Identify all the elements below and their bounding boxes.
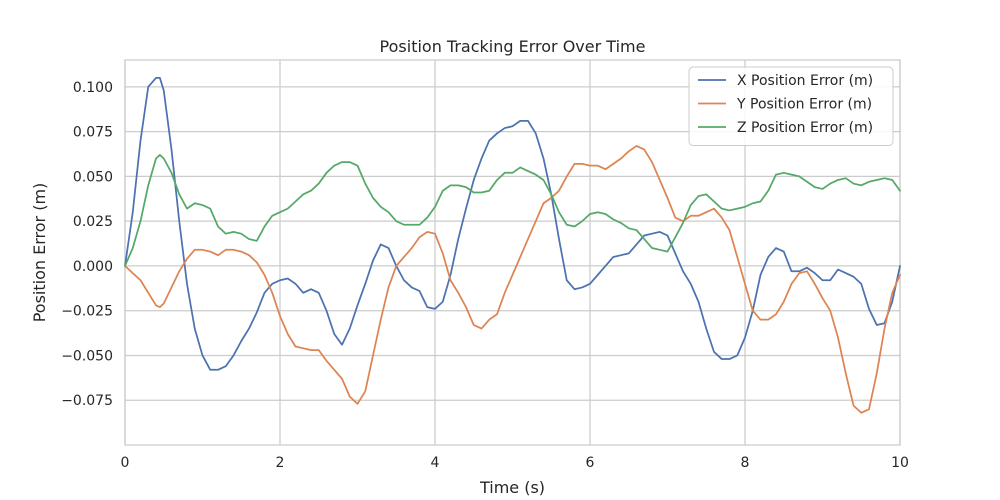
y-tick-labels: −0.075 −0.050 −0.025 0.000 0.025 0.050 0.075 0.…: [61, 80, 113, 409]
legend-label: Y Position Error (m): [736, 97, 872, 113]
y-tick-label: 0.025: [73, 214, 113, 230]
grid: [124, 60, 901, 445]
y-tick-label: 0.050: [73, 169, 113, 185]
y-tick-label: −0.025: [61, 304, 113, 320]
x-tick-label: 8: [741, 455, 750, 471]
y-tick-label: −0.050: [61, 348, 113, 364]
x-tick-label: 10: [891, 455, 909, 471]
x-axis-title: Time (s): [479, 478, 545, 497]
x-tick-label: 0: [121, 455, 130, 471]
x-tick-label: 2: [276, 455, 285, 471]
y-tick-label: 0.075: [73, 125, 113, 141]
y-tick-label: 0.100: [73, 80, 113, 96]
legend-label: Z Position Error (m): [737, 120, 873, 136]
x-tick-label: 6: [586, 455, 595, 471]
chart-title: Position Tracking Error Over Time: [380, 37, 646, 56]
legend-label: X Position Error (m): [737, 73, 873, 89]
legend: X Position Error (m) Y Position Error (m)…: [688, 66, 894, 146]
series-line-2: [124, 145, 901, 414]
y-tick-label: 0.000: [73, 259, 113, 275]
y-axis-title: Position Error (m): [30, 183, 49, 323]
legend-box: [688, 66, 894, 146]
x-tick-labels: 0 2 4 6 8 10: [121, 455, 909, 471]
x-tick-label: 4: [431, 455, 440, 471]
series-lines: [124, 77, 901, 414]
plot-frame: [124, 59, 901, 446]
y-tick-label: −0.075: [61, 393, 113, 409]
series-line-1: [124, 77, 901, 371]
series-line-3: [124, 154, 901, 267]
